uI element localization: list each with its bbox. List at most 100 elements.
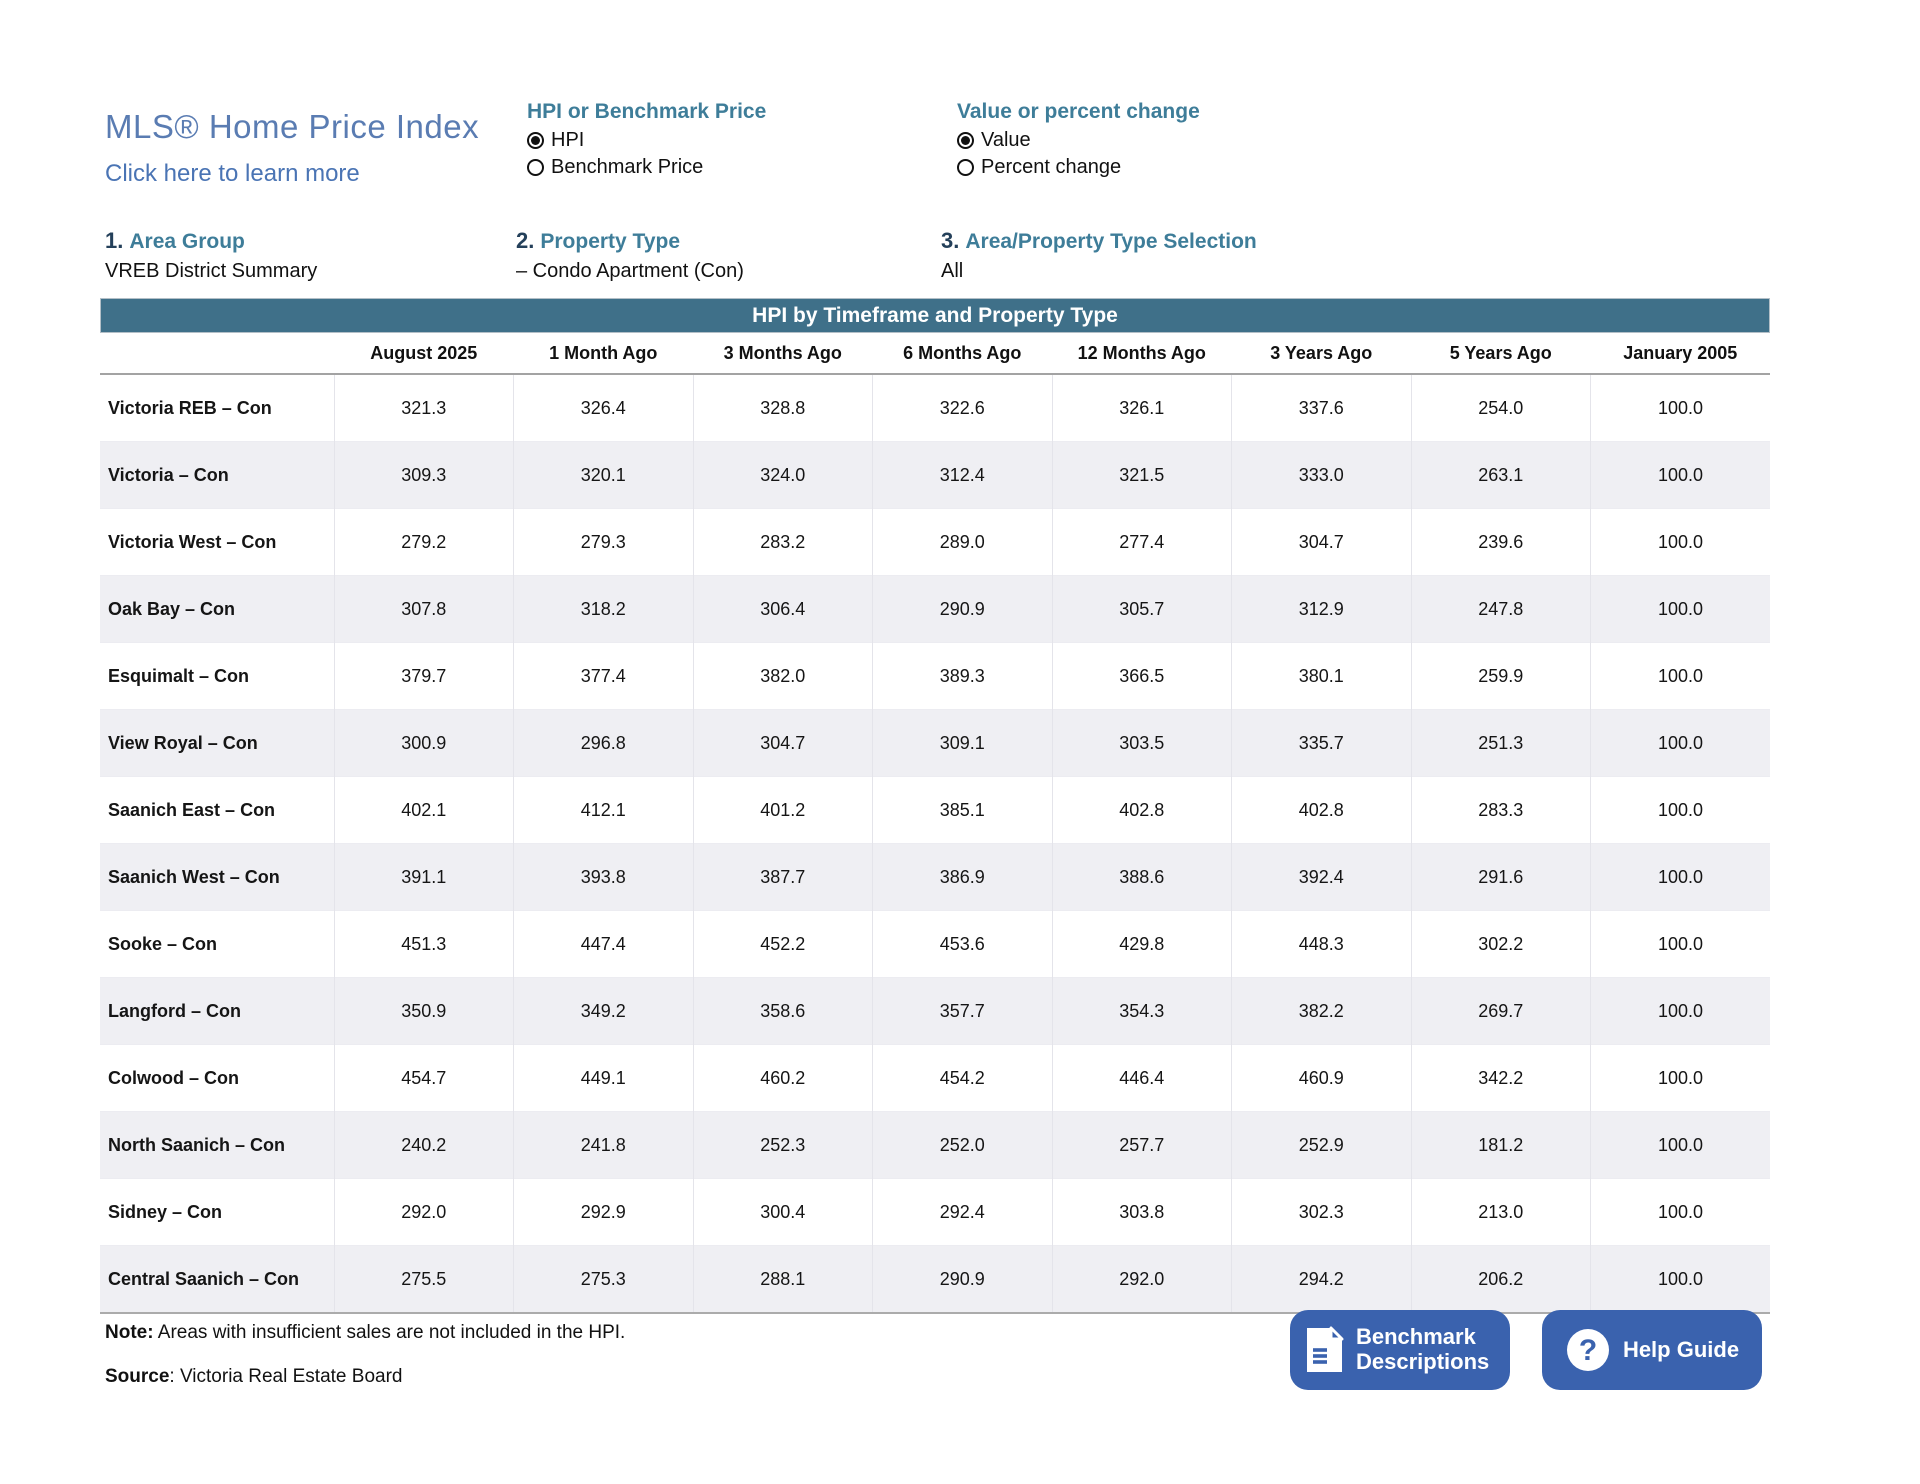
hpi-value-cell: 100.0 (1590, 1111, 1770, 1179)
svg-text:?: ? (1579, 1334, 1597, 1367)
table-row: Central Saanich – Con 275.5 275.3 288.1 290.… (100, 1245, 1770, 1314)
hpi-value-cell: 100.0 (1590, 642, 1770, 710)
hpi-value-cell: 279.3 (513, 508, 694, 576)
selection-label: Property Type (540, 230, 681, 253)
row-label: Victoria REB – Con (100, 374, 335, 442)
hpi-value-cell: 240.2 (334, 1111, 514, 1179)
row-label: Saanich East – Con (100, 776, 335, 844)
hpi-value-cell: 269.7 (1411, 977, 1591, 1045)
radio-option-label: HPI (551, 129, 585, 151)
table-row: Victoria – Con 309.3 320.1 324.0 312.4 321.5 3… (100, 441, 1770, 509)
hpi-value-cell: 454.7 (334, 1044, 514, 1112)
selection-heading: 1. Area Group (105, 228, 317, 254)
selection-value[interactable]: All (941, 260, 964, 282)
radio-option-label: Percent change (981, 156, 1122, 178)
hpi-value-cell: 277.4 (1052, 508, 1232, 576)
hpi-value-cell: 387.7 (693, 843, 873, 911)
hpi-value-cell: 402.8 (1231, 776, 1412, 844)
hpi-value-cell: 303.8 (1052, 1178, 1232, 1246)
hpi-value-cell: 275.3 (513, 1245, 694, 1314)
hpi-value-cell: 454.2 (872, 1044, 1053, 1112)
hpi-value-cell: 333.0 (1231, 441, 1412, 509)
column-header-5-years-ago: 5 Years Ago (1411, 333, 1591, 375)
hpi-value-cell: 446.4 (1052, 1044, 1232, 1112)
selection-heading: 2. Property Type (516, 228, 744, 254)
radio-icon[interactable] (527, 132, 544, 149)
hpi-value-cell: 306.4 (693, 575, 873, 643)
selection-value[interactable]: VREB District Summary (105, 260, 318, 282)
column-header-january-2005: January 2005 (1590, 333, 1770, 375)
row-label: Oak Bay – Con (100, 575, 335, 643)
hpi-value-cell: 349.2 (513, 977, 694, 1045)
hpi-value-cell: 247.8 (1411, 575, 1591, 643)
hpi-value-cell: 100.0 (1590, 1245, 1770, 1314)
table-row: Oak Bay – Con 307.8 318.2 306.4 290.9 305.7 31… (100, 575, 1770, 643)
hpi-value-cell: 294.2 (1231, 1245, 1412, 1314)
note-label: Note: (105, 1322, 154, 1343)
hpi-value-cell: 449.1 (513, 1044, 694, 1112)
hpi-value-cell: 304.7 (1231, 508, 1412, 576)
hpi-value-cell: 350.9 (334, 977, 514, 1045)
radio-option-value[interactable]: Value (957, 127, 1200, 154)
selection-area-property-type-selection: 3. Area/Property Type Selection All (941, 228, 1257, 283)
radio-icon[interactable] (957, 132, 974, 149)
hpi-value-cell: 447.4 (513, 910, 694, 978)
hpi-value-cell: 251.3 (1411, 709, 1591, 777)
hpi-value-cell: 252.0 (872, 1111, 1053, 1179)
table-row: Sooke – Con 451.3 447.4 452.2 453.6 429.8 448.… (100, 910, 1770, 978)
help-guide-button[interactable]: ? Help Guide (1542, 1310, 1762, 1390)
benchmark-descriptions-button[interactable]: Benchmark Descriptions (1290, 1310, 1510, 1390)
hpi-value-cell: 460.2 (693, 1044, 873, 1112)
question-icon: ? (1565, 1327, 1611, 1373)
brand-block: MLS® Home Price Index Click here to lear… (105, 108, 479, 188)
table-row: Langford – Con 350.9 349.2 358.6 357.7 354.3 3… (100, 977, 1770, 1045)
table-row: Sidney – Con 292.0 292.9 300.4 292.4 303.8 302… (100, 1178, 1770, 1246)
hpi-value-cell: 213.0 (1411, 1178, 1591, 1246)
hpi-value-cell: 382.2 (1231, 977, 1412, 1045)
hpi-value-cell: 451.3 (334, 910, 514, 978)
row-label: Victoria – Con (100, 441, 335, 509)
hpi-value-cell: 100.0 (1590, 843, 1770, 911)
hpi-value-cell: 291.6 (1411, 843, 1591, 911)
hpi-value-cell: 448.3 (1231, 910, 1412, 978)
learn-more-link[interactable]: Click here to learn more (105, 160, 360, 187)
table-row: Victoria REB – Con 321.3 326.4 328.8 322.6 32… (100, 374, 1770, 442)
hpi-table: HPI by Timeframe and Property Type Augus… (100, 298, 1770, 1314)
hpi-value-cell: 296.8 (513, 709, 694, 777)
radio-option-label: Benchmark Price (551, 156, 704, 178)
hpi-value-cell: 321.3 (334, 374, 514, 442)
row-label: Central Saanich – Con (100, 1245, 335, 1314)
hpi-value-cell: 100.0 (1590, 776, 1770, 844)
column-header-3-months-ago: 3 Months Ago (693, 333, 873, 375)
hpi-value-cell: 452.2 (693, 910, 873, 978)
hpi-value-cell: 289.0 (872, 508, 1053, 576)
hpi-value-cell: 263.1 (1411, 441, 1591, 509)
column-header-12-months-ago: 12 Months Ago (1052, 333, 1232, 375)
hpi-value-cell: 100.0 (1590, 709, 1770, 777)
hpi-value-cell: 100.0 (1590, 508, 1770, 576)
table-row: Esquimalt – Con 379.7 377.4 382.0 389.3 366.5… (100, 642, 1770, 710)
hpi-value-cell: 324.0 (693, 441, 873, 509)
hpi-value-cell: 377.4 (513, 642, 694, 710)
radio-icon[interactable] (957, 159, 974, 176)
column-header-august-2025: August 2025 (334, 333, 514, 375)
selection-number: 2. (516, 228, 535, 253)
hpi-value-cell: 391.1 (334, 843, 514, 911)
hpi-value-cell: 358.6 (693, 977, 873, 1045)
radio-option-hpi[interactable]: HPI (527, 127, 766, 154)
table-row: North Saanich – Con 240.2 241.8 252.3 252.0 2… (100, 1111, 1770, 1179)
radio-group: Value or percent change Value Percent chan… (957, 100, 1200, 181)
note-text: Areas with insufficient sales are not in… (157, 1322, 626, 1343)
radio-option-benchmark-price[interactable]: Benchmark Price (527, 154, 766, 181)
selection-value[interactable]: – Condo Apartment (Con) (516, 260, 744, 282)
column-header-empty (100, 333, 334, 375)
action-buttons: Benchmark Descriptions ? Help Guide (1290, 1310, 1762, 1390)
hpi-value-cell: 460.9 (1231, 1044, 1412, 1112)
radio-option-percent-change[interactable]: Percent change (957, 154, 1200, 181)
radio-icon[interactable] (527, 159, 544, 176)
hpi-value-cell: 337.6 (1231, 374, 1412, 442)
hpi-value-cell: 100.0 (1590, 575, 1770, 643)
selection-area-group: 1. Area Group VREB District Summary (105, 228, 317, 283)
selection-property-type: 2. Property Type – Condo Apartment (Con) (516, 228, 744, 283)
